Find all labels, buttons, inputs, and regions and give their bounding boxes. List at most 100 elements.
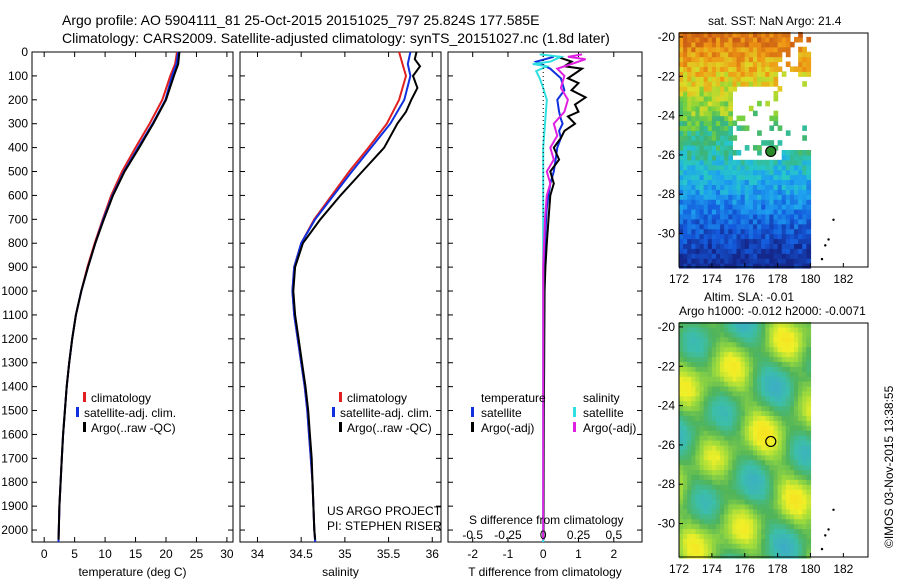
sla-cell <box>707 331 713 338</box>
sla-cell <box>699 425 705 431</box>
y-tick-label: 200 <box>8 93 28 107</box>
sla-cell <box>720 430 725 436</box>
map-frame <box>678 322 869 558</box>
sst-cell <box>711 164 717 171</box>
sst-cell <box>732 150 738 156</box>
sst-cell <box>757 169 762 176</box>
sst-cell <box>703 248 709 254</box>
sla-cell <box>757 533 762 539</box>
sla-cell <box>699 371 705 377</box>
sla-cell <box>724 356 729 362</box>
sla-cell <box>744 346 750 353</box>
sla-cell <box>728 494 734 500</box>
sla-cell <box>695 553 701 559</box>
sla-cell <box>707 553 713 559</box>
x-tick-label: 2 <box>610 547 617 561</box>
sst-cell <box>773 41 779 48</box>
sla-cell <box>789 420 795 426</box>
sla-cell <box>798 376 803 382</box>
sla-cell <box>744 425 750 431</box>
sla-cell <box>715 356 721 362</box>
sst-cell <box>732 223 738 230</box>
sst-cell <box>687 208 692 215</box>
sla-cell <box>794 361 799 367</box>
sla-cell <box>740 498 746 505</box>
sst-cell <box>711 208 717 215</box>
x-tick-label: 178 <box>768 272 788 286</box>
sst-cell <box>789 184 795 190</box>
sla-cell <box>744 508 750 515</box>
sla-cell <box>703 523 709 530</box>
sst-cell <box>748 56 754 63</box>
sla-cell <box>715 498 721 505</box>
y-tick-label: 500 <box>8 165 28 179</box>
sla-cell <box>679 425 684 431</box>
sst-cell <box>687 179 692 186</box>
sst-cell <box>703 66 709 72</box>
sla-cell <box>683 533 688 539</box>
sst-cell <box>732 213 738 220</box>
sla-cell <box>748 331 754 338</box>
sla-cell <box>798 494 803 500</box>
sla-cell <box>748 341 754 348</box>
sla-cell <box>687 459 692 466</box>
sst-cell <box>711 258 717 264</box>
sst-cell <box>769 115 775 122</box>
sst-cell <box>728 253 734 259</box>
sst-cell <box>748 66 754 72</box>
sla-cell <box>687 449 692 456</box>
sst-cell <box>695 238 701 245</box>
sla-cell <box>724 395 729 402</box>
sla-cell <box>728 351 734 358</box>
sst-cell <box>765 66 770 72</box>
sst-cell <box>724 258 729 264</box>
sla-cell <box>711 385 717 392</box>
sla-cell <box>798 459 803 466</box>
sst-cell <box>687 125 692 131</box>
sst-cell <box>691 184 697 190</box>
sst-cell <box>785 36 791 43</box>
sla-cell <box>765 420 770 426</box>
sst-cell <box>695 164 701 171</box>
sla-cell <box>724 331 729 338</box>
sst-cell <box>679 218 684 225</box>
sst-cell <box>744 253 750 259</box>
sst-cell <box>777 258 783 264</box>
sla-cell <box>703 479 709 485</box>
sla-cell <box>802 322 807 328</box>
sla-cell <box>687 366 692 372</box>
sla-cell <box>789 484 795 490</box>
sla-cell <box>715 405 721 412</box>
sla-cell <box>798 425 803 431</box>
sla-cell <box>736 356 742 362</box>
sst-cell <box>740 174 746 181</box>
y-tick-label: -26 <box>658 438 676 452</box>
sla-cell <box>724 474 729 480</box>
sst-cell <box>711 238 717 245</box>
sst-cell <box>748 51 754 58</box>
sst-cell <box>679 204 684 210</box>
sla-cell <box>757 395 762 402</box>
sst-cell <box>781 169 787 176</box>
sst-cell <box>740 81 746 87</box>
sla-cell <box>695 385 701 392</box>
sst-cell <box>789 233 795 240</box>
sst-cell <box>691 46 697 53</box>
sst-cell <box>683 145 688 151</box>
sla-cell <box>703 376 709 382</box>
sla-cell <box>802 336 807 343</box>
sla-cell <box>699 356 705 362</box>
sst-cell <box>806 66 812 72</box>
sst-cell <box>773 263 779 269</box>
sla-cell <box>728 356 734 362</box>
sst-cell <box>691 213 697 220</box>
sst-cell <box>703 159 709 166</box>
sst-cell <box>744 51 750 58</box>
sst-cell <box>691 36 697 43</box>
sst-cell <box>748 179 754 186</box>
sla-cell <box>802 410 807 417</box>
sst-cell <box>740 233 746 240</box>
sla-cell <box>802 469 807 476</box>
sla-cell <box>740 425 746 431</box>
y-tick-label: -28 <box>658 477 676 491</box>
